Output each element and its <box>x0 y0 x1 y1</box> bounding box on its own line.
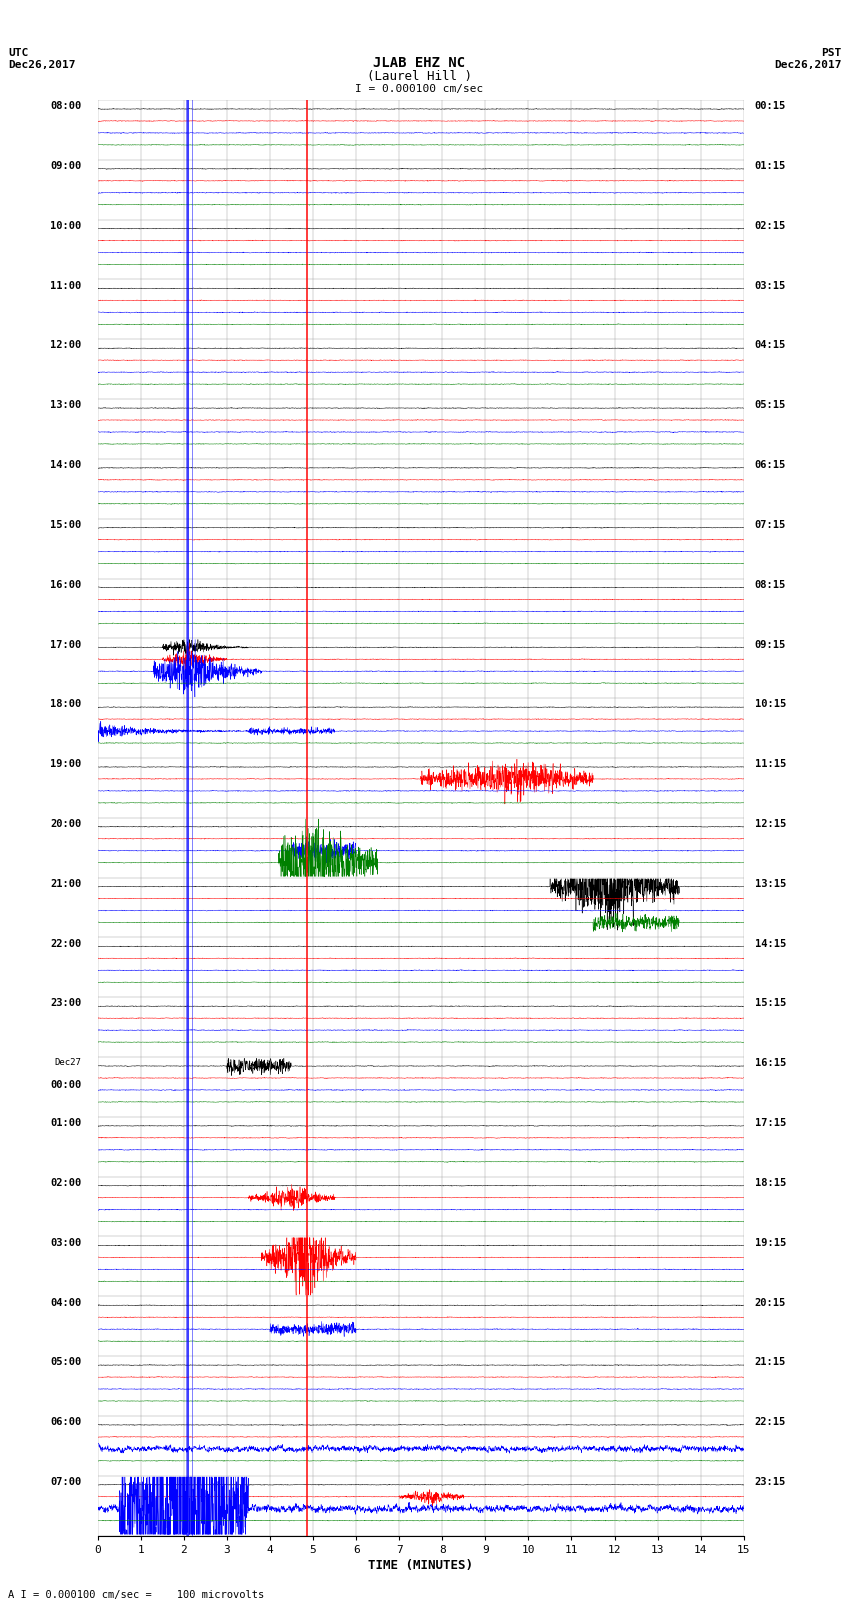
Text: 19:00: 19:00 <box>50 760 82 769</box>
Text: 04:15: 04:15 <box>755 340 785 350</box>
Text: 02:00: 02:00 <box>50 1177 82 1187</box>
Text: Dec26,2017: Dec26,2017 <box>8 60 76 71</box>
Text: 23:00: 23:00 <box>50 998 82 1008</box>
Text: 14:15: 14:15 <box>755 939 785 948</box>
Text: 21:00: 21:00 <box>50 879 82 889</box>
Text: 22:00: 22:00 <box>50 939 82 948</box>
Text: A I = 0.000100 cm/sec =    100 microvolts: A I = 0.000100 cm/sec = 100 microvolts <box>8 1590 264 1600</box>
Text: 11:15: 11:15 <box>755 760 785 769</box>
Text: 06:00: 06:00 <box>50 1418 82 1428</box>
Text: 12:15: 12:15 <box>755 819 785 829</box>
Text: 09:00: 09:00 <box>50 161 82 171</box>
Text: JLAB EHZ NC: JLAB EHZ NC <box>373 56 465 71</box>
Text: 09:15: 09:15 <box>755 639 785 650</box>
Text: 11:00: 11:00 <box>50 281 82 290</box>
Text: 21:15: 21:15 <box>755 1357 785 1368</box>
Text: 14:00: 14:00 <box>50 460 82 469</box>
Text: 07:00: 07:00 <box>50 1478 82 1487</box>
Text: Dec27: Dec27 <box>54 1058 82 1068</box>
Text: 00:15: 00:15 <box>755 102 785 111</box>
Text: 12:00: 12:00 <box>50 340 82 350</box>
Text: 04:00: 04:00 <box>50 1297 82 1308</box>
Text: 08:15: 08:15 <box>755 579 785 590</box>
Text: 07:15: 07:15 <box>755 519 785 531</box>
Text: 13:00: 13:00 <box>50 400 82 410</box>
Text: 15:15: 15:15 <box>755 998 785 1008</box>
X-axis label: TIME (MINUTES): TIME (MINUTES) <box>368 1558 473 1571</box>
Text: UTC: UTC <box>8 48 29 58</box>
Text: 20:00: 20:00 <box>50 819 82 829</box>
Text: 18:15: 18:15 <box>755 1177 785 1187</box>
Text: 13:15: 13:15 <box>755 879 785 889</box>
Text: 08:00: 08:00 <box>50 102 82 111</box>
Text: 03:00: 03:00 <box>50 1237 82 1248</box>
Text: 02:15: 02:15 <box>755 221 785 231</box>
Text: 23:15: 23:15 <box>755 1478 785 1487</box>
Text: 22:15: 22:15 <box>755 1418 785 1428</box>
Text: 01:00: 01:00 <box>50 1118 82 1127</box>
Text: 18:00: 18:00 <box>50 700 82 710</box>
Text: 00:00: 00:00 <box>50 1079 82 1090</box>
Text: 05:00: 05:00 <box>50 1357 82 1368</box>
Text: (Laurel Hill ): (Laurel Hill ) <box>366 69 472 84</box>
Text: 19:15: 19:15 <box>755 1237 785 1248</box>
Text: 05:15: 05:15 <box>755 400 785 410</box>
Text: 03:15: 03:15 <box>755 281 785 290</box>
Text: Dec26,2017: Dec26,2017 <box>774 60 842 71</box>
Text: 17:00: 17:00 <box>50 639 82 650</box>
Text: 06:15: 06:15 <box>755 460 785 469</box>
Text: 10:15: 10:15 <box>755 700 785 710</box>
Text: 01:15: 01:15 <box>755 161 785 171</box>
Text: 17:15: 17:15 <box>755 1118 785 1127</box>
Text: I = 0.000100 cm/sec: I = 0.000100 cm/sec <box>355 84 483 94</box>
Text: 10:00: 10:00 <box>50 221 82 231</box>
Text: 16:15: 16:15 <box>755 1058 785 1068</box>
Text: 15:00: 15:00 <box>50 519 82 531</box>
Text: 16:00: 16:00 <box>50 579 82 590</box>
Text: PST: PST <box>821 48 842 58</box>
Text: 20:15: 20:15 <box>755 1297 785 1308</box>
